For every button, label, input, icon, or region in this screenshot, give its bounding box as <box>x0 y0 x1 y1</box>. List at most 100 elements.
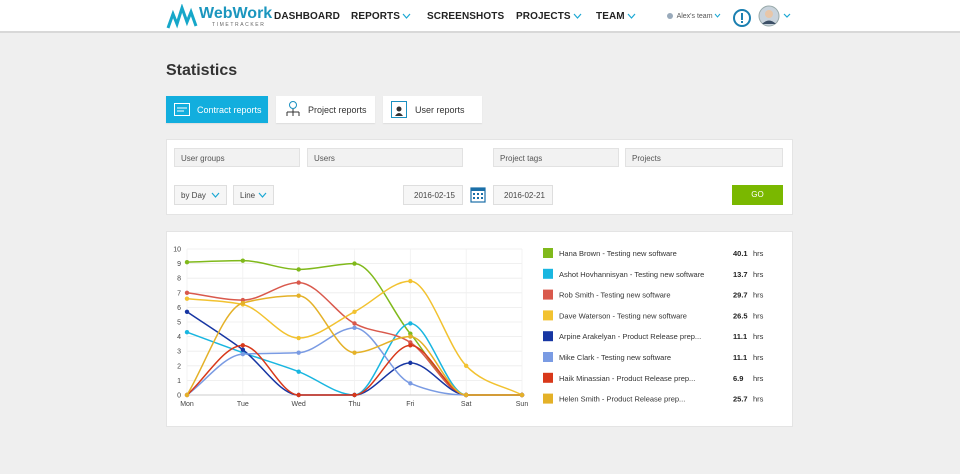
logo-sub: TIMETRACKER <box>212 22 266 28</box>
select-text: Line <box>240 191 256 200</box>
y-tick-label: 1 <box>177 378 181 385</box>
x-tick-label: Sat <box>461 401 472 408</box>
x-tick-label: Sun <box>516 401 529 408</box>
date-from[interactable]: 2016-02-15 <box>403 185 463 205</box>
data-point <box>240 347 246 352</box>
legend-swatch <box>543 248 553 258</box>
team-name: Alex's team <box>676 12 713 20</box>
legend-label: Mike Clark - Testing new software <box>559 353 671 362</box>
legend-total: 13.7 <box>733 270 748 279</box>
legend-label: Hana Brown - Testing new software <box>559 249 677 258</box>
calendar-icon[interactable] <box>470 186 486 203</box>
legend-label: Haik Minassian - Product Release prep... <box>559 374 695 383</box>
data-point <box>463 392 469 398</box>
data-point <box>184 290 190 295</box>
date-to[interactable]: 2016-02-21 <box>493 185 553 205</box>
y-tick-label: 0 <box>177 393 181 400</box>
data-point <box>184 330 190 335</box>
legend-swatch <box>543 352 553 362</box>
data-point <box>184 392 190 398</box>
legend-total: 26.5 <box>733 311 748 320</box>
go-button[interactable]: GO <box>732 185 783 205</box>
data-point <box>240 343 246 348</box>
x-tick-label: Thu <box>348 401 360 408</box>
nav-item[interactable]: TEAM <box>596 11 636 22</box>
legend-swatch <box>543 393 553 404</box>
tab[interactable]: Contract reports <box>166 96 268 123</box>
group-by-select[interactable]: by Day <box>174 185 227 205</box>
legend-unit: hrs <box>753 291 764 300</box>
y-tick-label: 7 <box>177 290 181 297</box>
legend-swatch <box>543 310 553 321</box>
data-point <box>240 258 246 263</box>
filter-field[interactable]: Users <box>307 148 463 167</box>
data-point <box>352 261 357 266</box>
avatar[interactable] <box>758 5 792 27</box>
team-switch[interactable]: Alex's team <box>666 12 721 20</box>
legend-unit: hrs <box>753 270 764 279</box>
x-tick-label: Tue <box>237 401 249 408</box>
legend-unit: hrs <box>753 374 764 383</box>
x-tick-label: Fri <box>406 401 415 408</box>
y-tick-label: 9 <box>177 261 181 268</box>
data-point <box>184 296 190 301</box>
data-point <box>296 350 301 355</box>
legend-total: 29.7 <box>733 291 748 300</box>
legend-total: 11.1 <box>733 353 747 362</box>
logo[interactable]: WebWork <box>199 5 273 22</box>
tab-label: User reports <box>415 105 465 115</box>
y-tick-label: 8 <box>177 276 181 283</box>
legend-label: Helen Smith - Product Release prep... <box>559 395 685 404</box>
data-point <box>296 280 301 285</box>
legend-total: 11.1 <box>733 332 747 341</box>
nav-item[interactable]: PROJECTS <box>516 11 582 22</box>
filter-field[interactable]: Projects <box>625 148 783 167</box>
data-point <box>296 293 301 298</box>
x-tick-label: Wed <box>292 401 306 408</box>
x-tick-label: Mon <box>180 401 194 408</box>
legend-unit: hrs <box>753 332 764 341</box>
data-point <box>352 321 357 326</box>
data-point <box>408 381 413 386</box>
legend-unit: hrs <box>753 353 764 362</box>
page-title: Statistics <box>166 62 238 79</box>
data-point <box>352 309 357 314</box>
data-point <box>352 350 357 355</box>
logo-icon <box>166 4 198 29</box>
filter-field[interactable]: User groups <box>174 148 300 167</box>
data-point <box>296 392 301 398</box>
legend-swatch <box>543 331 553 342</box>
tab-label: Contract reports <box>197 105 262 115</box>
data-point <box>408 321 413 326</box>
legend-swatch <box>543 268 553 279</box>
data-point <box>408 278 413 284</box>
legend-total: 40.1 <box>733 249 748 258</box>
legend-swatch <box>543 372 553 383</box>
notification-icon[interactable] <box>732 8 752 28</box>
filter-field[interactable]: Project tags <box>493 148 619 167</box>
nav-item[interactable]: DASHBOARD <box>274 11 340 22</box>
y-tick-label: 6 <box>177 305 181 312</box>
legend-label: Arpine Arakelyan - Product Release prep.… <box>559 332 701 341</box>
nav-item[interactable]: SCREENSHOTS <box>427 11 505 22</box>
nav-item[interactable]: REPORTS <box>351 11 411 22</box>
legend-label: Rob Smith - Testing new software <box>559 291 671 300</box>
y-tick-label: 5 <box>177 320 181 327</box>
nav-text: TEAM <box>596 11 625 22</box>
data-point <box>184 309 190 314</box>
y-tick-label: 10 <box>173 247 181 254</box>
legend-unit: hrs <box>753 395 764 404</box>
tab[interactable]: User reports <box>383 96 482 123</box>
chart: 0 1 2 3 4 5 6 7 8 9 10 Mon Tue Wed Thu Fri Sat Sun Hana Br… <box>173 247 764 409</box>
data-point <box>184 259 190 265</box>
header: WebWork TIMETRACKER DASHBOARD REPORTS SC… <box>0 0 960 33</box>
tab-label: Project reports <box>308 105 367 115</box>
legend-total: 6.9 <box>733 374 743 383</box>
data-point <box>296 369 301 374</box>
legend-unit: hrs <box>753 311 764 320</box>
nav-text: PROJECTS <box>516 11 571 22</box>
legend-label: Dave Waterson - Testing new software <box>559 311 687 320</box>
chart-kind-select[interactable]: Line <box>233 185 274 205</box>
tab[interactable]: Project reports <box>276 96 375 123</box>
y-tick-label: 2 <box>177 363 181 370</box>
